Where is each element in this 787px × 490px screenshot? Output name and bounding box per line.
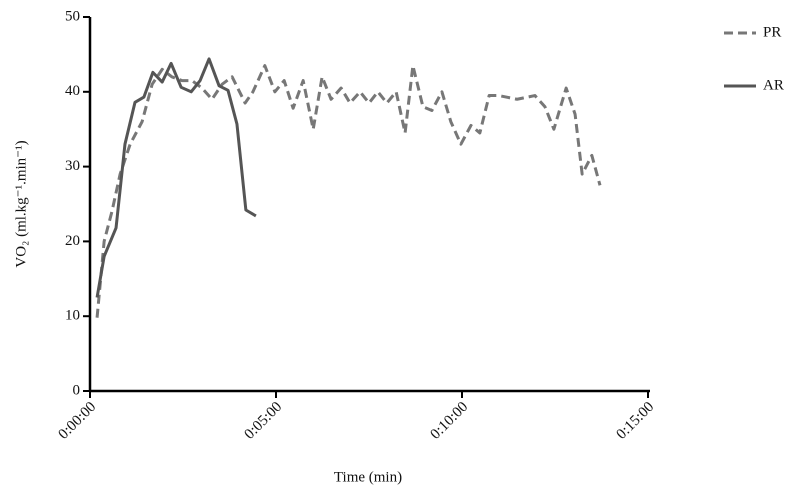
x-axis-label: Time (min) xyxy=(334,469,402,485)
legend-label: AR xyxy=(763,77,784,93)
legend-label: PR xyxy=(763,24,781,40)
y-tick-label: 10 xyxy=(65,308,80,324)
x-tick-label: 0:15:00 xyxy=(614,399,658,443)
y-axis-label: VO₂ (ml.kg⁻¹.min⁻¹) xyxy=(13,140,29,267)
series-line xyxy=(95,64,602,318)
y-tick-label: 50 xyxy=(65,8,80,24)
y-tick-label: 20 xyxy=(65,233,80,249)
series-line xyxy=(95,57,257,298)
y-tick-label: 30 xyxy=(65,158,80,174)
x-tick-label: 0:00:00 xyxy=(56,399,100,443)
x-tick-label: 0:05:00 xyxy=(242,399,286,443)
x-tick-label: 0:10:00 xyxy=(428,399,472,443)
y-tick-label: 0 xyxy=(73,382,81,398)
y-tick-label: 40 xyxy=(65,83,80,99)
